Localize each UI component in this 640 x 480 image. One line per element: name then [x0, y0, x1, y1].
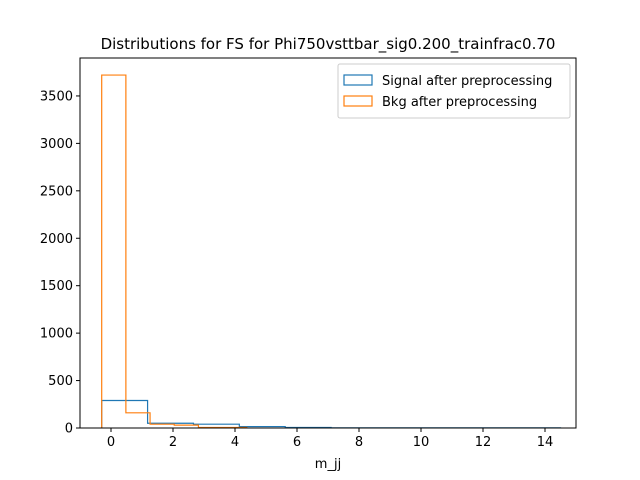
- x-tick-label: 8: [355, 435, 363, 450]
- plot-frame: [79, 57, 577, 429]
- legend-swatch: [343, 95, 373, 107]
- x-tick-label: 4: [231, 435, 239, 450]
- y-tick-label: 1000: [40, 327, 73, 342]
- histogram-series-2: [101, 74, 248, 429]
- histogram-bars: [101, 74, 562, 429]
- x-tick-label: 6: [293, 435, 301, 450]
- legend-swatch: [343, 74, 373, 86]
- y-tick-label: 2000: [40, 232, 73, 247]
- y-tick-label: 3500: [40, 89, 73, 104]
- chart-title: Distributions for FS for Phi750vsttbar_s…: [101, 35, 556, 54]
- legend-label: Signal after preprocessing: [382, 74, 552, 89]
- y-tick-label: 1500: [40, 279, 73, 294]
- y-tick-label: 500: [48, 374, 73, 389]
- x-tick-label: 14: [537, 435, 554, 450]
- x-axis-ticks: 0 2 4 6 8 10 12 14: [107, 428, 553, 450]
- x-tick-label: 0: [107, 435, 115, 450]
- y-tick-label: 0: [65, 422, 73, 437]
- y-axis-ticks: 0 500 1000 1500 2000 2500 3000 3500: [40, 89, 80, 437]
- legend-label: Bkg after preprocessing: [382, 95, 537, 110]
- legend: Signal after preprocessing Bkg after prep…: [337, 63, 571, 119]
- y-tick-label: 2500: [40, 184, 73, 199]
- x-axis-label: m_jj: [315, 457, 341, 472]
- x-tick-label: 10: [413, 435, 430, 450]
- legend-box: [337, 63, 571, 119]
- y-tick-label: 3000: [40, 137, 73, 152]
- x-tick-label: 2: [169, 435, 177, 450]
- x-tick-label: 12: [475, 435, 492, 450]
